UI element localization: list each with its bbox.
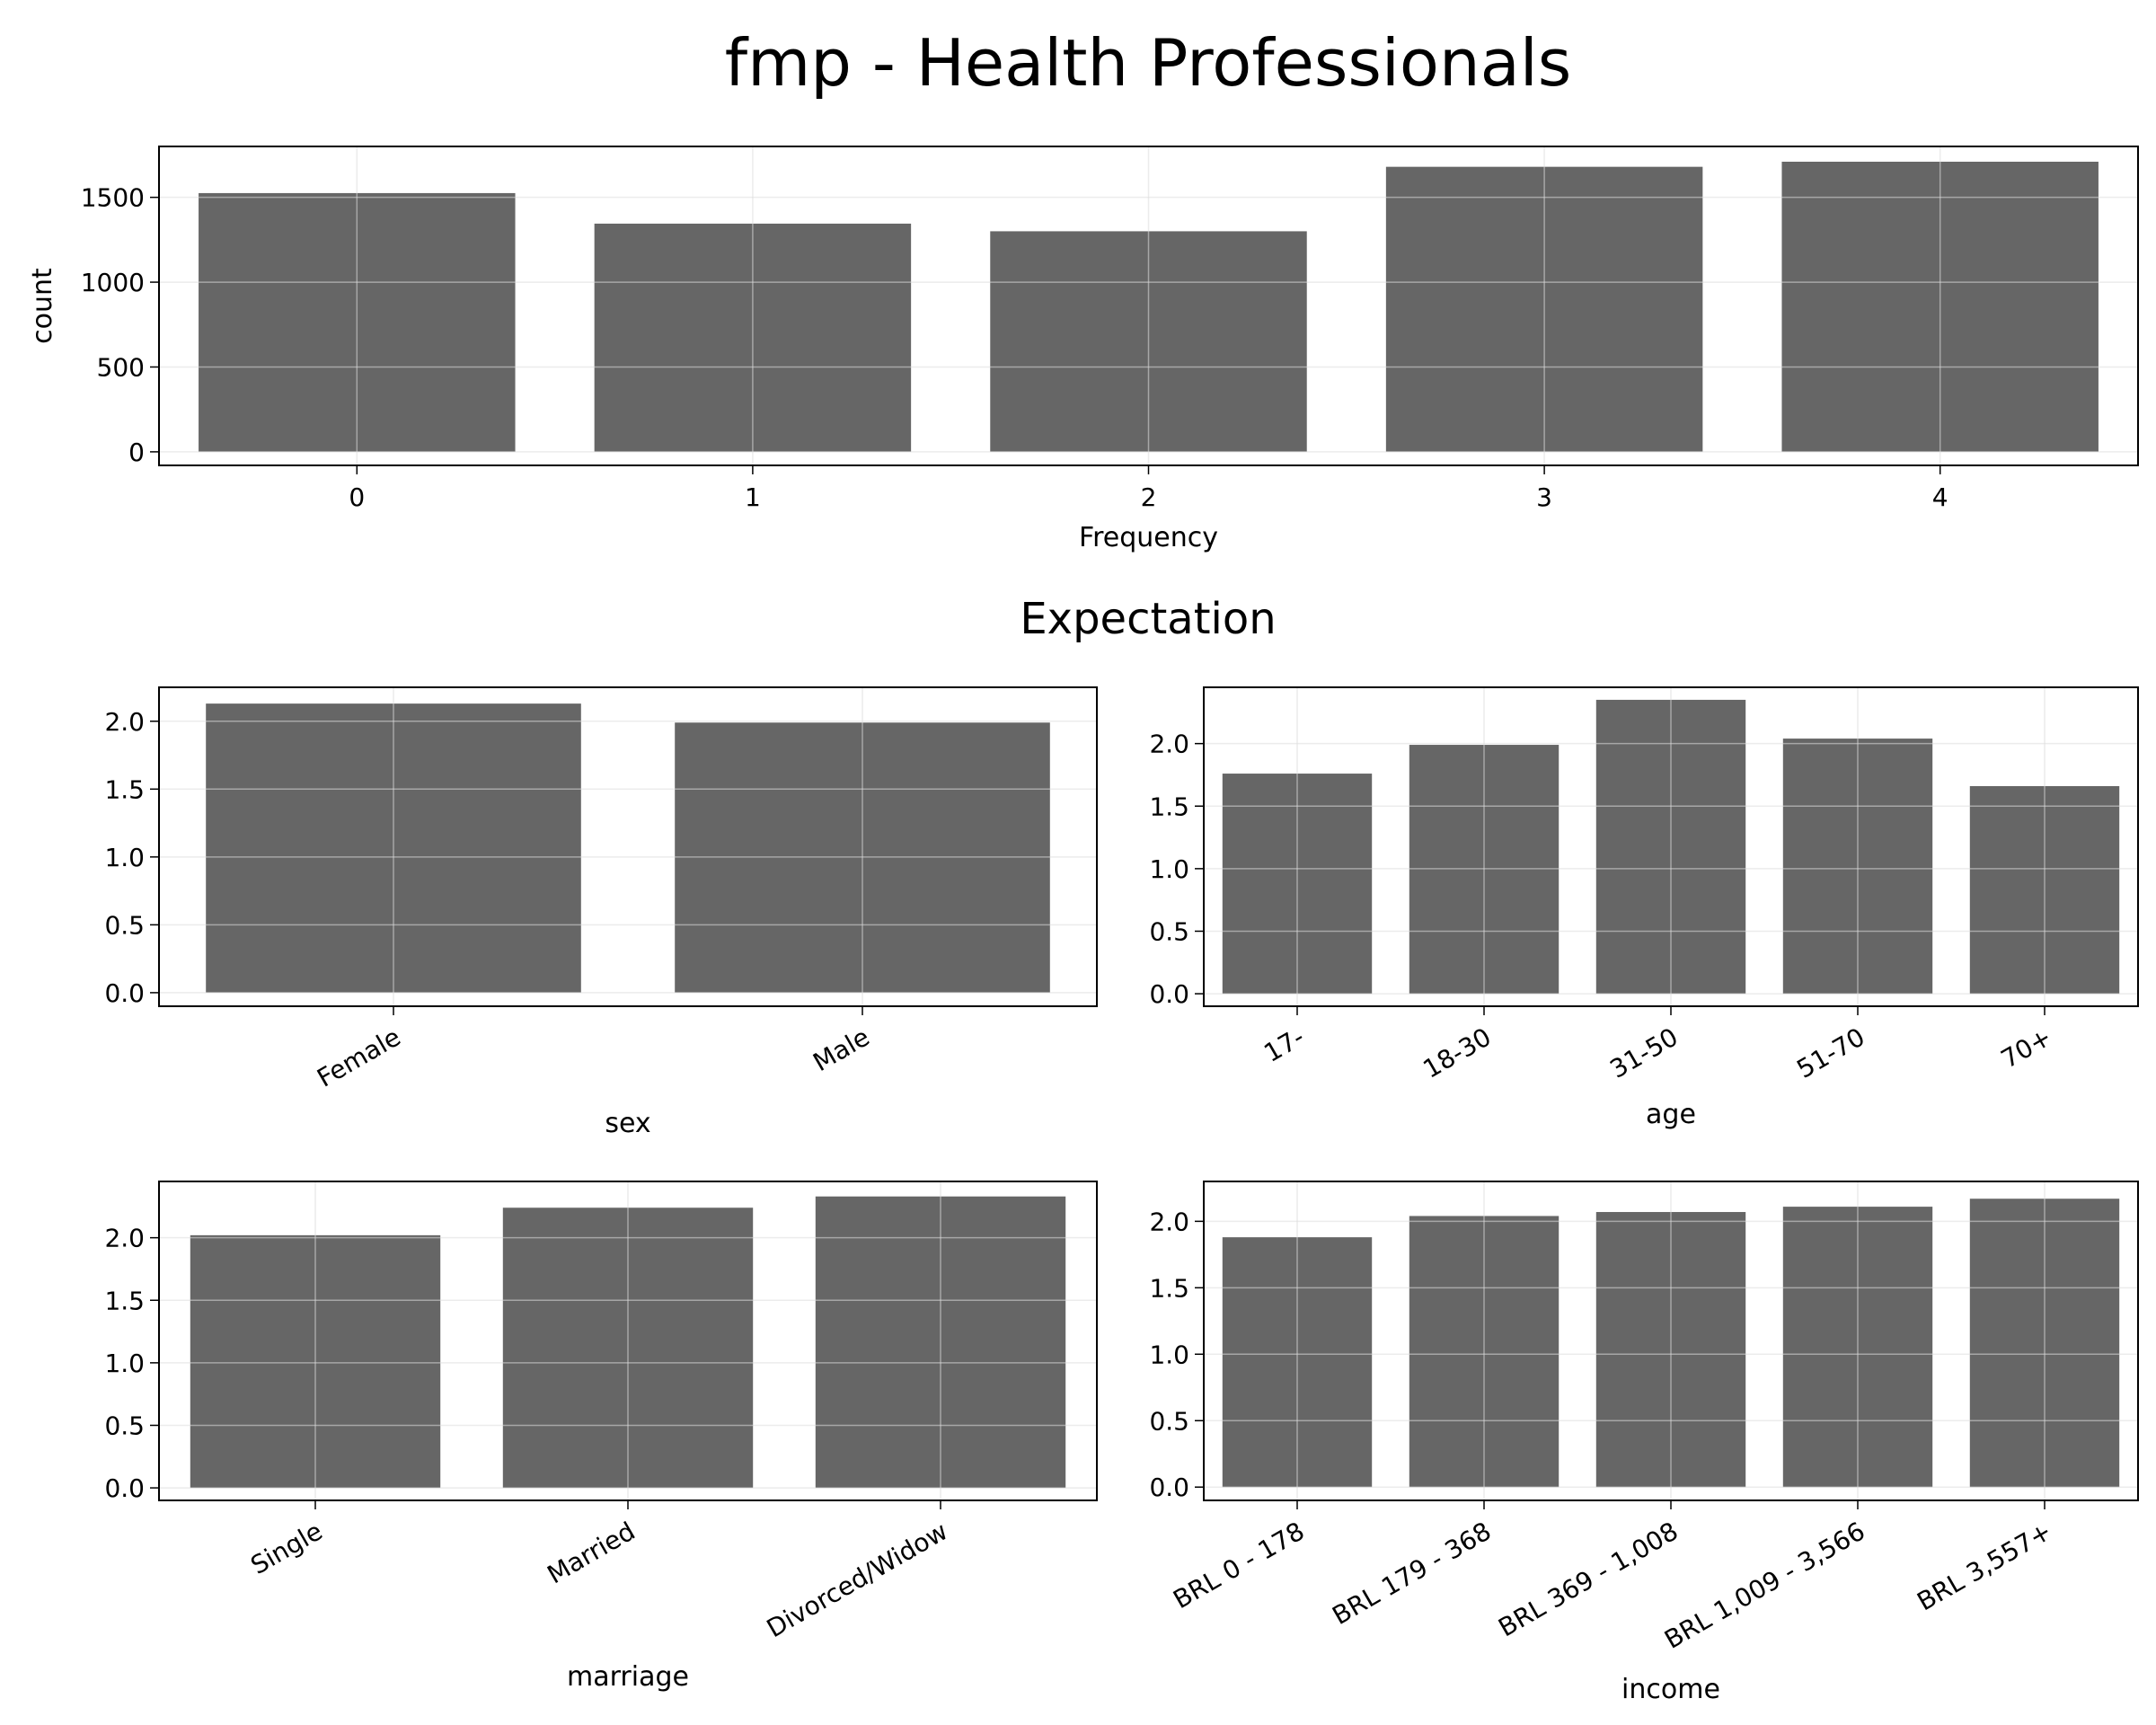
figure-title: fmp - Health Professionals <box>725 25 1571 101</box>
ytick-label: 0.0 <box>1149 1473 1189 1502</box>
plot-frame <box>158 1181 1098 1501</box>
ytick-label: 1.5 <box>1149 792 1189 821</box>
ytick-label: 0 <box>128 438 145 467</box>
xtick-label: 70+ <box>1996 1022 2057 1074</box>
plot-frame <box>1203 1181 2139 1501</box>
ytick-label: 500 <box>97 352 145 382</box>
ytick-label: 0.5 <box>104 910 145 940</box>
chart-panel-sex: 0.0 0.5 1.0 1.5 2.0 Female Male sex <box>104 686 1098 1139</box>
ytick-label: 0.0 <box>1149 979 1189 1009</box>
plot-frame <box>158 686 1098 1007</box>
xtick-label: Female <box>312 1022 405 1092</box>
xtick-label: 31-50 <box>1605 1022 1683 1084</box>
xtick-label: BRL 1,009 - 3,566 <box>1659 1516 1869 1654</box>
xtick-label: 2 <box>1141 482 1157 512</box>
xtick-label: Single <box>245 1516 327 1580</box>
ytick-label: 1.0 <box>104 843 145 872</box>
ytick-label: 0.0 <box>104 978 145 1008</box>
chart-panel-age: 0.0 0.5 1.0 1.5 2.0 17- 18-30 31-50 51-70 70+ age <box>1149 686 2139 1130</box>
ytick-label: 2.0 <box>104 1224 145 1253</box>
xtick-label: BRL 0 - 178 <box>1168 1516 1309 1614</box>
xtick-label: 0 <box>349 482 365 512</box>
ytick-label: 1500 <box>81 183 145 213</box>
ytick-label: 1000 <box>81 268 145 297</box>
ytick-label: 0.5 <box>1149 916 1189 946</box>
ytick-label: 0.5 <box>1149 1406 1189 1436</box>
chart-panel-frequency: 0 500 1000 1500 0 1 2 3 4 Frequency count <box>27 146 2139 553</box>
ytick-label: 1.5 <box>1149 1273 1189 1303</box>
xtick-label: 1 <box>745 482 761 512</box>
x-axis-label: sex <box>605 1108 650 1139</box>
ytick-label: 1.0 <box>1149 854 1189 884</box>
ytick-label: 1.0 <box>1149 1340 1189 1369</box>
figure-subtitle: Expectation <box>1020 594 1276 644</box>
xtick-label: Male <box>808 1022 875 1077</box>
ytick-label: 0.0 <box>104 1473 145 1503</box>
xtick-label: 3 <box>1536 482 1552 512</box>
xtick-label: Divorced/Widow <box>762 1516 953 1643</box>
xtick-label: BRL 369 - 1,008 <box>1493 1516 1683 1642</box>
ytick-label: 0.5 <box>104 1411 145 1440</box>
ytick-label: 1.5 <box>104 1286 145 1315</box>
x-axis-label: income <box>1621 1674 1720 1705</box>
chart-panel-marriage: 0.0 0.5 1.0 1.5 2.0 Single Married Divorced/Wid… <box>104 1181 1098 1693</box>
xtick-label: 51-70 <box>1792 1022 1870 1084</box>
x-axis-label: age <box>1646 1099 1696 1130</box>
ytick-label: 1.5 <box>104 774 145 804</box>
ytick-label: 2.0 <box>104 707 145 737</box>
ytick-label: 2.0 <box>1149 730 1189 759</box>
xtick-label: BRL 179 - 368 <box>1328 1516 1497 1631</box>
y-axis-label: count <box>27 268 58 344</box>
xtick-label: 18-30 <box>1418 1022 1497 1084</box>
plot-frame <box>1203 686 2139 1007</box>
xtick-label: Married <box>543 1516 641 1589</box>
xtick-label: BRL 3,557+ <box>1913 1516 2057 1616</box>
xtick-label: 4 <box>1932 482 1948 512</box>
ytick-label: 2.0 <box>1149 1207 1189 1236</box>
xtick-label: 17- <box>1259 1022 1309 1067</box>
x-axis-label: Frequency <box>1079 522 1218 553</box>
plot-frame <box>158 146 2139 466</box>
x-axis-label: marriage <box>567 1661 689 1693</box>
ytick-label: 1.0 <box>104 1349 145 1378</box>
